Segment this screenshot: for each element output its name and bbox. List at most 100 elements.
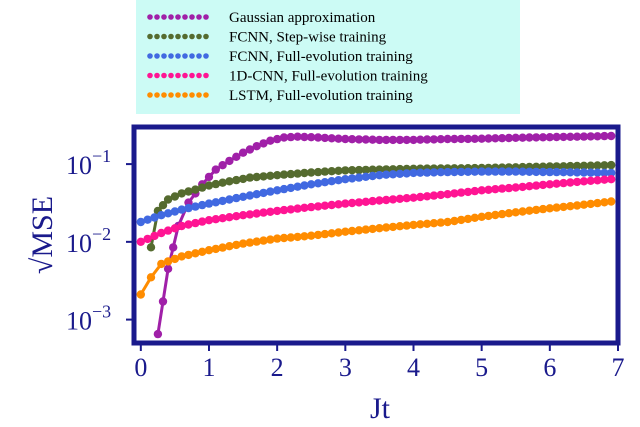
data-point-4-55 bbox=[518, 207, 527, 216]
legend-marker-4-0 bbox=[147, 92, 153, 98]
data-point-1-29 bbox=[341, 166, 350, 175]
data-point-0-35 bbox=[388, 135, 398, 145]
data-point-2-62 bbox=[559, 168, 568, 177]
data-point-0-24 bbox=[313, 133, 323, 142]
data-point-3-6 bbox=[177, 221, 186, 231]
data-point-3-55 bbox=[511, 183, 520, 192]
data-point-0-23 bbox=[307, 133, 316, 142]
data-point-0-40 bbox=[422, 135, 432, 144]
legend-marker-1-4 bbox=[175, 33, 181, 40]
y-tick-label-2: 10−1 bbox=[66, 146, 111, 180]
series-3 bbox=[136, 175, 616, 246]
data-point-4-1 bbox=[146, 273, 156, 282]
legend-marker-1-3 bbox=[168, 33, 174, 40]
data-point-4-0 bbox=[136, 290, 145, 299]
data-point-3-5 bbox=[170, 224, 180, 233]
data-point-0-9 bbox=[211, 165, 220, 174]
data-point-4-26 bbox=[320, 229, 330, 239]
legend-marker-2-8 bbox=[203, 53, 209, 59]
data-point-3-17 bbox=[252, 209, 261, 218]
data-point-4-56 bbox=[525, 206, 534, 215]
y-axis-title: √MSE bbox=[26, 196, 59, 274]
data-point-3-62 bbox=[559, 178, 568, 188]
data-point-4-31 bbox=[354, 226, 364, 235]
data-point-1-18 bbox=[266, 171, 275, 180]
data-point-4-33 bbox=[368, 224, 377, 234]
data-point-0-31 bbox=[361, 135, 370, 144]
data-point-2-66 bbox=[586, 168, 595, 177]
data-point-3-61 bbox=[552, 179, 561, 188]
x-axis-title: Jt bbox=[370, 392, 391, 425]
data-point-1-7 bbox=[191, 185, 200, 194]
data-point-0-61 bbox=[566, 132, 575, 141]
data-point-3-22 bbox=[286, 205, 295, 214]
legend-marker-2-3 bbox=[168, 53, 174, 59]
series-4 bbox=[136, 197, 616, 299]
legend-label-4: LSTM, Full-evolution training bbox=[229, 88, 413, 104]
data-point-4-14 bbox=[238, 239, 248, 248]
data-point-3-2 bbox=[150, 231, 159, 241]
legend-item-0: Gaussian approximation bbox=[147, 10, 376, 26]
data-point-2-8 bbox=[191, 202, 200, 211]
data-point-3-42 bbox=[422, 192, 432, 201]
data-point-0-48 bbox=[477, 134, 486, 143]
data-point-2-42 bbox=[422, 168, 432, 177]
data-point-4-63 bbox=[572, 201, 582, 210]
x-tick-label-5: 5 bbox=[475, 353, 488, 382]
data-point-1-2 bbox=[158, 201, 168, 210]
data-point-3-64 bbox=[572, 177, 582, 187]
data-point-2-59 bbox=[538, 167, 548, 177]
data-point-3-26 bbox=[313, 202, 323, 211]
legend-marker-3-8 bbox=[203, 72, 209, 79]
data-point-1-11 bbox=[218, 178, 227, 187]
data-point-4-45 bbox=[450, 216, 459, 226]
data-point-2-45 bbox=[443, 167, 452, 177]
x-tick-label-3: 3 bbox=[339, 353, 352, 382]
data-point-4-18 bbox=[266, 235, 275, 244]
data-point-2-0 bbox=[136, 217, 145, 227]
data-point-0-25 bbox=[320, 133, 330, 143]
data-point-4-54 bbox=[511, 208, 520, 217]
data-point-4-39 bbox=[409, 220, 418, 230]
data-point-0-0 bbox=[153, 329, 163, 339]
data-point-4-11 bbox=[218, 243, 227, 252]
x-tick-label-6: 6 bbox=[543, 353, 556, 382]
data-point-4-30 bbox=[347, 226, 357, 236]
data-point-0-11 bbox=[225, 156, 234, 166]
data-point-0-65 bbox=[593, 132, 602, 141]
data-point-4-50 bbox=[484, 211, 493, 221]
data-point-0-2 bbox=[163, 264, 173, 273]
data-point-1-15 bbox=[245, 173, 255, 182]
data-point-0-10 bbox=[218, 161, 227, 170]
data-point-3-32 bbox=[354, 198, 364, 207]
y-axis: 10−3 10−2 10−1 bbox=[66, 146, 134, 336]
data-point-2-14 bbox=[232, 193, 241, 203]
data-point-1-68 bbox=[607, 160, 616, 170]
data-point-1-67 bbox=[600, 161, 609, 170]
data-point-4-19 bbox=[273, 234, 282, 243]
data-point-0-14 bbox=[245, 145, 255, 154]
legend-marker-3-0 bbox=[147, 72, 153, 79]
data-point-4-6 bbox=[184, 250, 193, 260]
data-point-0-52 bbox=[504, 133, 514, 143]
data-point-3-29 bbox=[334, 200, 343, 209]
legend-marker-1-1 bbox=[154, 33, 160, 40]
data-point-3-20 bbox=[273, 206, 282, 216]
legend-marker-3-3 bbox=[168, 72, 174, 79]
legend-marker-4-7 bbox=[196, 92, 202, 98]
data-point-3-51 bbox=[484, 185, 493, 194]
data-point-1-0 bbox=[146, 243, 156, 252]
data-point-0-59 bbox=[552, 132, 561, 142]
data-point-4-37 bbox=[395, 222, 405, 231]
data-point-2-40 bbox=[409, 168, 418, 178]
data-point-3-18 bbox=[259, 208, 268, 217]
data-point-2-11 bbox=[211, 198, 220, 207]
data-point-0-33 bbox=[375, 135, 384, 145]
data-point-0-57 bbox=[538, 133, 548, 142]
data-point-2-44 bbox=[436, 168, 445, 177]
data-point-0-28 bbox=[341, 134, 350, 144]
data-point-3-10 bbox=[204, 216, 214, 225]
data-point-3-0 bbox=[136, 237, 145, 246]
data-point-1-5 bbox=[177, 189, 186, 198]
